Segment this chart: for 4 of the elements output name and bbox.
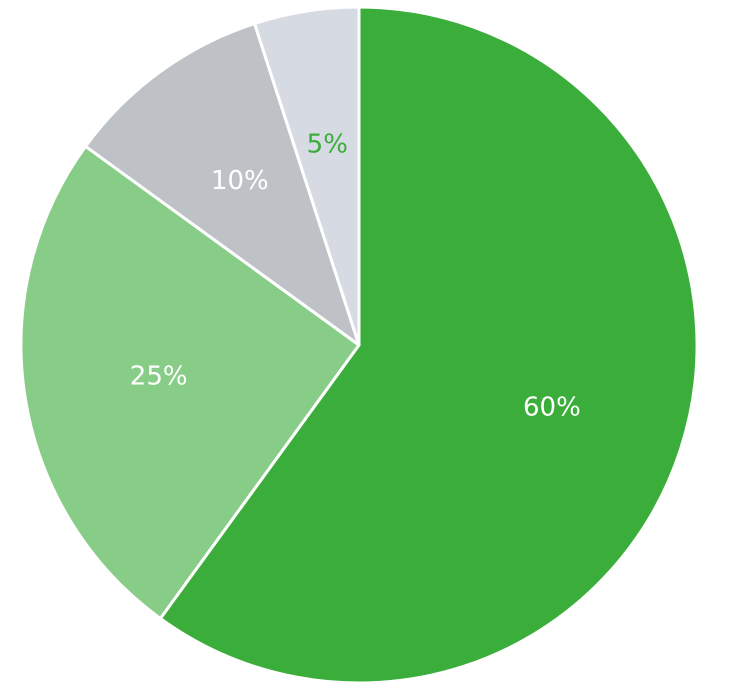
data-label: 5% xyxy=(306,130,348,160)
data-label: 60% xyxy=(522,392,581,423)
data-label: 25% xyxy=(130,362,188,392)
data-label: 10% xyxy=(210,166,269,196)
